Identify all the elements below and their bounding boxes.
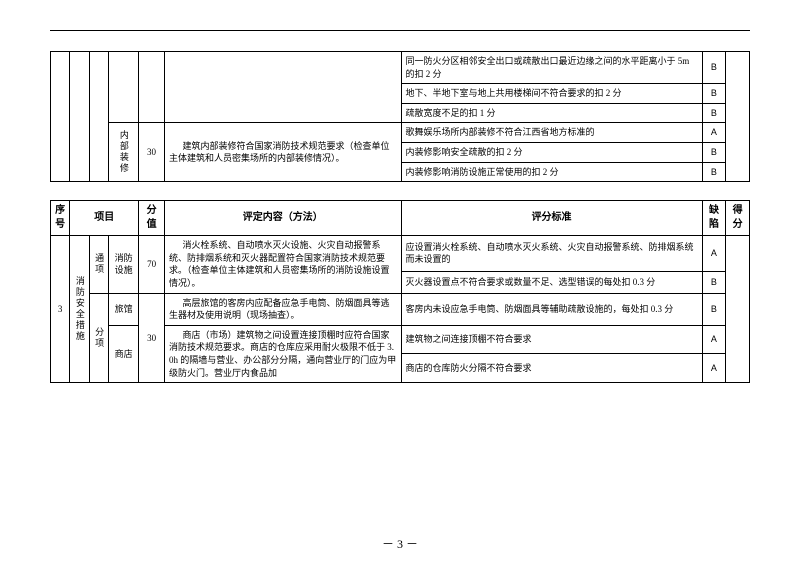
header-row: 序号 项目 分值 评定内容（方法） 评分标准 缺陷 得分 <box>51 201 750 236</box>
criteria-cell: 地下、半地下室与地上共用楼梯间不符合要求的扣 2 分 <box>401 84 702 104</box>
content-cell: 高层旅馆的客房内应配备应急手电筒、防烟面具等逃生器材及使用说明（现场抽查）。 <box>164 293 401 325</box>
grade-cell: A <box>702 354 726 383</box>
criteria-cell: 内装修影响消防设施正常使用的扣 2 分 <box>401 162 702 182</box>
th-defect: 缺陷 <box>702 201 726 236</box>
table-row: 同一防火分区相邻安全出口或疏散出口最近边缘之间的水平距离小于 5m 的扣 2 分… <box>51 52 750 84</box>
grade-cell: A <box>702 325 726 354</box>
grade-cell: B <box>702 84 726 104</box>
cell-blank <box>139 52 165 123</box>
cell-blank <box>51 52 70 182</box>
cell-blank <box>726 52 750 182</box>
table-row: 分项 旅馆 30 高层旅馆的客房内应配备应急手电筒、防烟面具等逃生器材及使用说明… <box>51 293 750 325</box>
th-content: 评定内容（方法） <box>164 201 401 236</box>
page-number: － 3 － <box>0 535 800 552</box>
criteria-cell: 同一防火分区相邻安全出口或疏散出口最近边缘之间的水平距离小于 5m 的扣 2 分 <box>401 52 702 84</box>
criteria-cell: 商店的仓库防火分隔不符合要求 <box>401 354 702 383</box>
sub-label-2a: 旅馆 <box>109 293 139 325</box>
sub-cat-2: 分项 <box>89 293 108 383</box>
criteria-cell: 内装修影响安全疏散的扣 2 分 <box>401 142 702 162</box>
sub-score-2: 30 <box>139 293 165 383</box>
criteria-cell: 灭火器设置点不符合要求或数量不足、选型错误的每处扣 0.3 分 <box>401 271 702 293</box>
th-score: 分值 <box>139 201 165 236</box>
table-row: 内部装修 30 建筑内部装修符合国家消防技术规范要求（检查单位主体建筑和人员密集… <box>51 123 750 143</box>
content-cell: 消火栓系统、自动喷水灭火设施、火灾自动报警系统、防排烟系统和灭火器配置符合国家消… <box>164 236 401 293</box>
sub-label-1: 消防设施 <box>109 236 139 293</box>
sub-score-1: 70 <box>139 236 165 293</box>
grade-cell: B <box>702 52 726 84</box>
th-project: 项目 <box>70 201 139 236</box>
main-cat: 消防安全措施 <box>70 236 89 383</box>
grade-cell: B <box>702 293 726 325</box>
table-1: 同一防火分区相邻安全出口或疏散出口最近边缘之间的水平距离小于 5m 的扣 2 分… <box>50 51 750 182</box>
cell-blank <box>70 52 89 182</box>
cell-blank <box>89 52 108 182</box>
grade-cell: B <box>702 162 726 182</box>
criteria-cell: 应设置消火栓系统、自动喷水灭火系统、火灾自动报警系统、防排烟系统而未设置的 <box>401 236 702 272</box>
th-criteria: 评分标准 <box>401 201 702 236</box>
criteria-cell: 歌舞娱乐场所内部装修不符合江西省地方标准的 <box>401 123 702 143</box>
content-cell: 商店（市场）建筑物之间设置连接顶棚时应符合国家消防技术规范要求。商店的仓库应采用… <box>164 325 401 382</box>
cell-blank <box>164 52 401 123</box>
seq-cell: 3 <box>51 236 70 383</box>
score-cell: 30 <box>139 123 165 182</box>
cell-blank <box>109 52 139 123</box>
table-row: 3 消防安全措施 通项 消防设施 70 消火栓系统、自动喷水灭火设施、火灾自动报… <box>51 236 750 272</box>
grade-cell: B <box>702 271 726 293</box>
th-score2: 得分 <box>726 201 750 236</box>
grade-cell: B <box>702 103 726 123</box>
sub-label-2b: 商店 <box>109 325 139 382</box>
table-2: 序号 项目 分值 评定内容（方法） 评分标准 缺陷 得分 3 消防安全措施 通项… <box>50 200 750 383</box>
grade-cell: A <box>702 236 726 272</box>
th-seq: 序号 <box>51 201 70 236</box>
criteria-cell: 客房内未设应急手电筒、防烟面具等辅助疏散设施的，每处扣 0.3 分 <box>401 293 702 325</box>
content-cell: 建筑内部装修符合国家消防技术规范要求（检查单位主体建筑和人员密集场所的内部装修情… <box>164 123 401 182</box>
grade-cell: A <box>702 123 726 143</box>
grade-cell: B <box>702 142 726 162</box>
top-rule <box>50 30 750 31</box>
sub-cat-1: 通项 <box>89 236 108 293</box>
sub-header: 内部装修 <box>109 123 139 182</box>
criteria-cell: 疏散宽度不足的扣 1 分 <box>401 103 702 123</box>
cell-blank <box>726 236 750 383</box>
page-container: 同一防火分区相邻安全出口或疏散出口最近边缘之间的水平距离小于 5m 的扣 2 分… <box>0 0 800 393</box>
criteria-cell: 建筑物之间连接顶棚不符合要求 <box>401 325 702 354</box>
